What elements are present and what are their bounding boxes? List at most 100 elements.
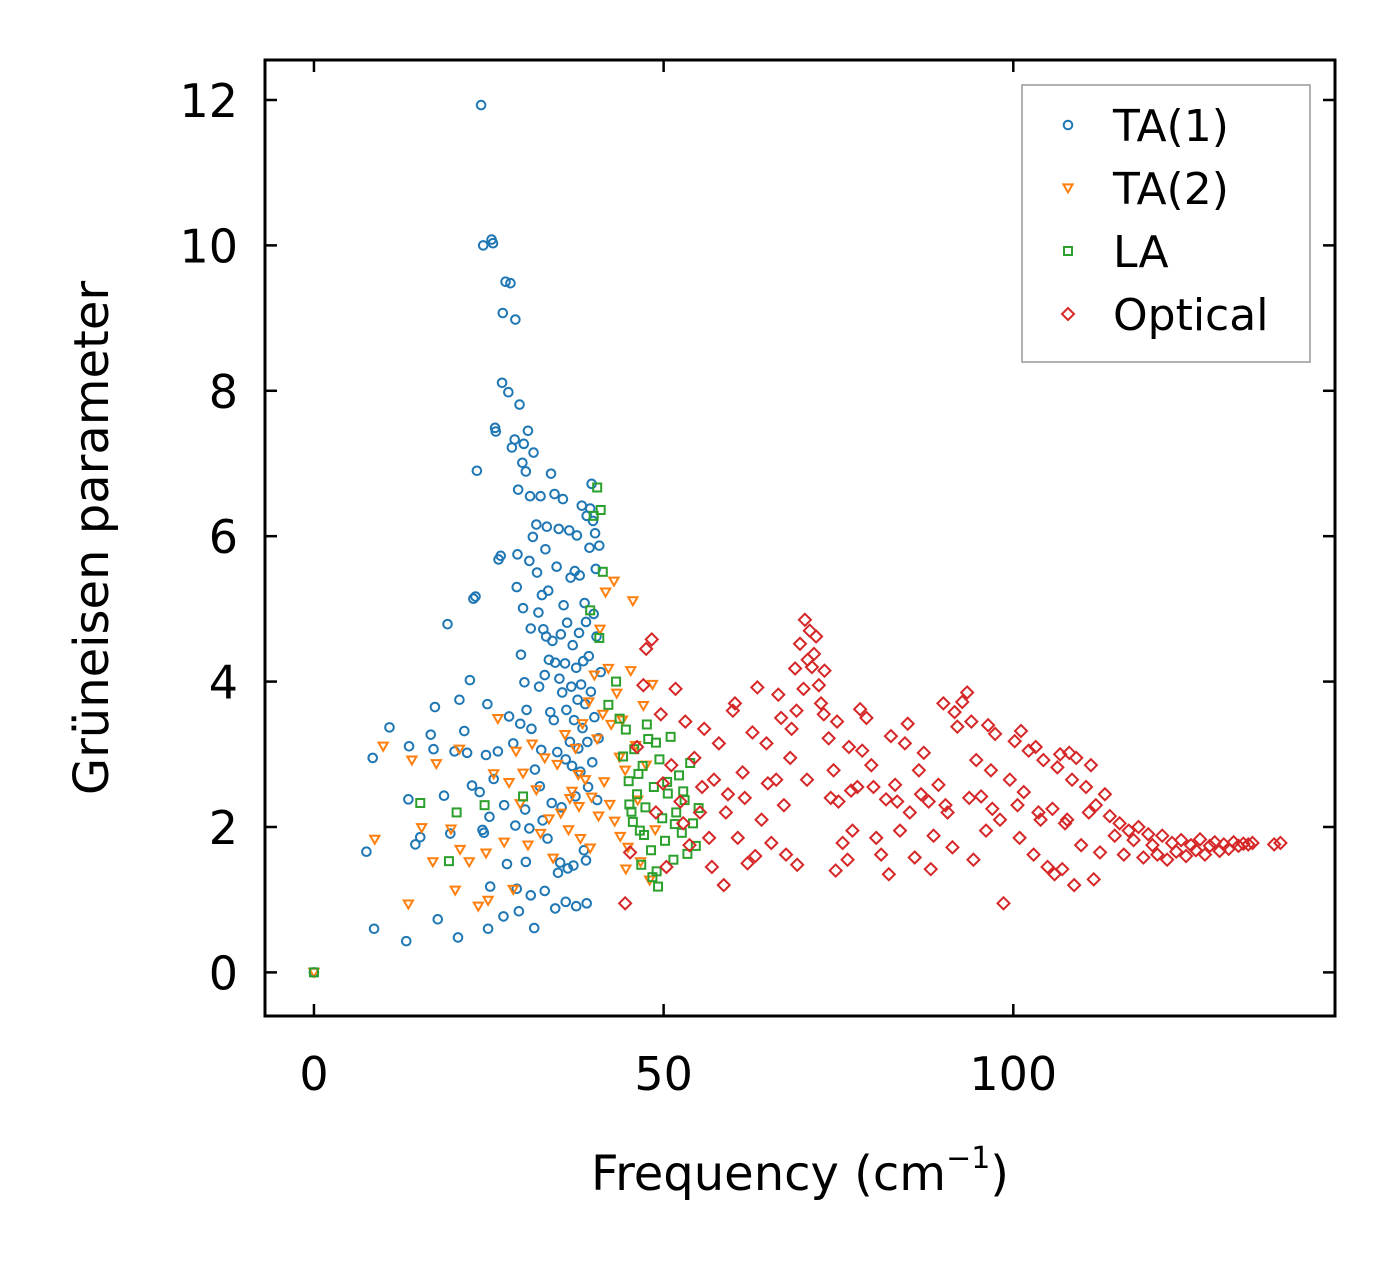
data-point [1078,779,1094,795]
data-point [488,773,499,785]
data-point [648,781,659,792]
y-tick-label: 0 [209,946,238,1000]
legend-item: LA [1063,227,1169,278]
data-point [841,739,857,755]
data-point [1073,837,1089,853]
data-point [887,777,903,793]
data-point [384,722,395,733]
data-point [740,855,755,871]
data-point [498,911,509,922]
data-point [555,629,567,640]
data-point [560,754,572,765]
data-point [580,855,592,866]
data-point [768,772,784,788]
data-point [1112,815,1128,831]
data-point [517,602,529,614]
data-point [868,830,884,846]
data-point [549,657,561,668]
data-point [828,863,844,879]
data-point [610,688,624,700]
x-tick-label: 50 [634,1047,693,1101]
data-point [415,823,428,835]
data-point [562,825,575,837]
data-point [400,935,412,947]
data-point [509,434,520,445]
data-point [518,791,529,802]
data-point [554,808,568,820]
data-point [589,711,600,723]
data-point [593,624,607,636]
data-point [604,719,618,731]
data-point [452,932,464,943]
data-point [749,679,765,695]
data-point [512,549,523,560]
series-la [308,482,704,978]
data-point [727,695,743,711]
data-point [507,738,519,749]
data-point [1088,797,1104,813]
data-point [511,883,523,895]
data-point [1059,812,1075,828]
data-point [503,386,514,398]
data-point [668,854,679,865]
data-point [516,768,530,780]
data-point [562,863,574,874]
data-point [582,736,593,748]
data-point [616,715,629,727]
data-point [514,399,525,410]
data-point [938,797,953,813]
data-point [542,833,553,844]
data-point [961,790,977,806]
data-point [361,846,372,857]
legend-frame [1021,84,1311,363]
data-point [1102,808,1118,824]
data-point [1012,830,1028,846]
data-point [576,719,589,731]
data-point [863,757,879,773]
data-point [527,531,539,543]
data-point [690,840,701,851]
data-point [521,704,532,716]
data-point [813,695,829,711]
data-point [778,847,794,863]
data-point [966,852,981,868]
data-point [535,490,546,502]
data-point [799,772,815,788]
data-point [900,716,916,732]
data-point [570,900,582,912]
data-point [1135,850,1151,865]
data-point [992,812,1008,828]
data-point [602,663,615,675]
data-point [808,629,824,644]
data-point [546,853,560,865]
data-point [1140,826,1156,842]
data-point [1047,866,1062,882]
data-point [583,650,595,662]
legend-item: TA(2) [1061,164,1229,215]
data-point [464,674,476,686]
data-point [635,677,651,693]
data-point [665,731,676,742]
data-point [881,866,897,882]
data-point [655,775,671,791]
data-point [1035,752,1051,768]
legend-label: TA(1) [1112,101,1229,152]
data-point [462,857,476,869]
data-point [534,828,547,840]
data-point [484,811,495,823]
data-point [595,505,606,516]
data-point [737,790,753,806]
data-point [581,898,592,909]
data-point [525,739,539,751]
data-markers [307,99,1288,979]
data-point [539,669,551,681]
data-point [797,612,813,628]
data-point [921,794,937,809]
data-point [784,721,800,737]
data-point [533,681,545,692]
data-point [599,587,612,599]
data-point [1149,847,1165,863]
data-point [577,722,588,734]
data-point [593,540,605,551]
